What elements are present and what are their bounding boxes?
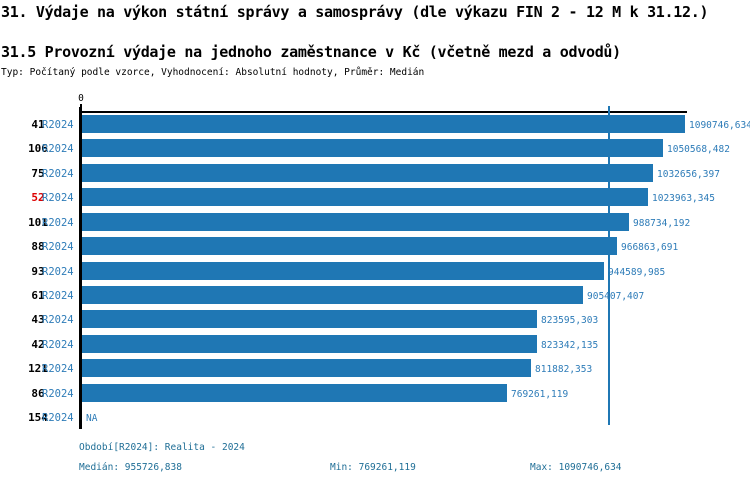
row-period-label: R2024 [42,143,74,156]
chart-row: 101 R2024 988734,192 [0,210,750,234]
row-period-label: R2024 [42,314,74,327]
chart-row: 42 R2024 823342,135 [0,332,750,356]
row-period-label: R2024 [42,167,74,180]
bar-value-label: 905407,407 [587,290,645,302]
row-category-label: 61 [31,288,45,302]
bar [82,163,653,182]
chart-row: 52 R2024 1023963,345 [0,185,750,209]
row-category-label: 52 [31,191,45,205]
chart-row: 61 R2024 905407,407 [0,283,750,307]
bar-na-label: NA [86,413,98,425]
row-period-label: R2024 [42,241,74,254]
footer-median-label: Medián: 955726,838 [79,462,182,473]
row-period-label: R2024 [42,338,74,351]
bar [82,237,617,256]
report-title: 31. Výdaje na výkon státní správy a samo… [1,3,709,21]
chart-row: 154 R2024 NA [0,405,750,429]
row-period-label: R2024 [42,119,74,131]
bar [82,115,685,133]
chart-row: 106 R2024 1050568,482 [0,136,750,160]
x-axis-line [80,111,687,113]
chart-meta-line: Typ: Počítaný podle vzorce, Vyhodnocení:… [1,67,425,78]
bar [82,261,604,280]
row-period-label: R2024 [42,387,74,400]
footer-max-label: Max: 1090746,634 [530,462,622,473]
row-period-label: R2024 [42,289,74,302]
row-category-label: 101 [28,215,48,229]
row-period-label: R2024 [42,363,74,376]
bar [82,359,531,378]
row-category-label: 86 [31,386,45,400]
chart-row: 86 R2024 769261,119 [0,381,750,405]
chart-row: 88 R2024 966863,691 [0,234,750,258]
chart-title: 31.5 Provozní výdaje na jednoho zaměstna… [1,43,621,61]
chart-row: 75 R2024 1032656,397 [0,161,750,185]
row-category-label: 43 [31,313,45,327]
bar-value-label: 988734,192 [633,217,691,229]
bar-value-label: 1090746,634 [689,120,750,131]
bar-value-label: 966863,691 [621,242,679,254]
row-category-label: 154 [28,411,48,425]
bar-value-label: 823342,135 [541,339,599,351]
row-category-label: 93 [31,264,45,278]
row-category-label: 121 [28,362,48,376]
bar-value-label: 769261,119 [511,388,569,400]
row-period-label: R2024 [42,192,74,205]
chart-row: 41 R2024 1090746,634 [0,112,750,136]
row-category-label: 88 [31,240,45,254]
x-axis-zero-label: 0 [78,93,84,104]
bar [82,285,583,304]
row-category-label: 106 [28,142,48,156]
row-category-label: 75 [31,166,45,180]
bar-value-label: 1023963,345 [652,193,715,205]
bar [82,310,537,329]
row-period-label: R2024 [42,412,74,425]
footer-min-label: Min: 769261,119 [330,462,416,473]
bar [82,188,648,207]
row-period-label: R2024 [42,265,74,278]
bar [82,139,663,158]
y-axis-line [79,107,82,429]
bar [82,383,507,402]
median-line [608,106,610,425]
chart-row: 93 R2024 944589,985 [0,259,750,283]
row-period-label: R2024 [42,216,74,229]
bar [82,212,629,231]
bar [82,334,537,353]
bar-value-label: 1050568,482 [667,144,730,156]
row-category-label: 41 [31,118,45,131]
bar-value-label: 823595,303 [541,315,599,327]
chart-row: 121 R2024 811882,353 [0,356,750,380]
bar-value-label: 944589,985 [608,266,666,278]
footer-period-label: Období[R2024]: Realita - 2024 [79,442,245,453]
chart-row: 43 R2024 823595,303 [0,307,750,331]
bar-value-label: 1032656,397 [657,168,720,180]
bar-value-label: 811882,353 [535,364,593,376]
row-category-label: 42 [31,337,45,351]
